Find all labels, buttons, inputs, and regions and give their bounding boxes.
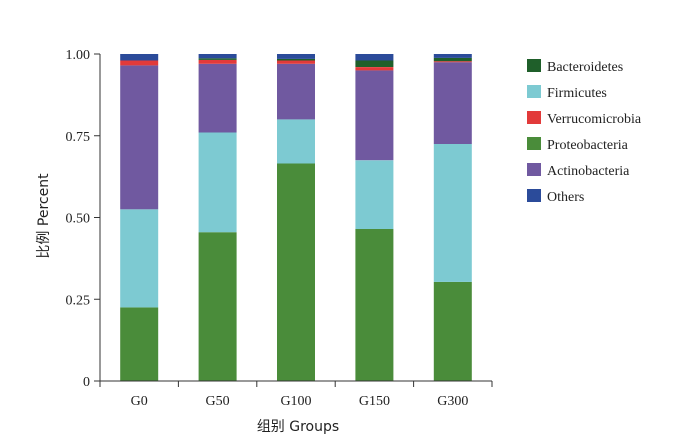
bar-segment-g150-verrucomicrobia [355,67,394,71]
legend-swatch-firmicutes [527,85,541,98]
bar-segment-g0-others [120,54,159,61]
bar-segment-g300-actinobacteria [433,62,472,145]
bar-segment-g100-actinobacteria [277,63,315,120]
bar-segment-g150-proteobacteria [355,228,394,381]
legend-label-firmicutes: Firmicutes [547,86,607,101]
legend-label-others: Others [547,190,584,205]
bar-segment-g0-verrucomicrobia [120,60,159,66]
legend-label-actinobacteria: Actinobacteria [547,164,630,179]
bar-segment-g300-firmicutes [433,143,472,282]
bar-segment-g50-bacteroidetes [198,58,237,60]
legend-label-bacteroidetes: Bacteroidetes [547,60,623,75]
bar-segment-g300-bacteroidetes [433,57,472,62]
x-tick-label: G50 [206,394,230,409]
legend: Bacteroidetes Firmicutes Verrucomicrobia Pr… [527,59,642,205]
bar-segment-g150-others [355,54,394,61]
y-tick-label: 0.25 [66,293,91,308]
bar-segment-g300-proteobacteria [433,281,472,381]
bar-segment-g0-proteobacteria [120,307,159,381]
bar-segment-g100-verrucomicrobia [277,60,315,64]
bar-segment-g50-verrucomicrobia [198,59,237,64]
x-axis-label: 组别 Groups [257,419,339,435]
bar-segment-g100-others [277,54,315,59]
x-tick-label: G150 [359,394,390,409]
bar-segment-g100-proteobacteria [277,163,315,381]
y-axis-label: 比例 Percent [36,173,52,259]
y-tick-label: 0.50 [66,212,91,227]
x-tick-label: G0 [131,394,148,409]
x-tick-label: G100 [280,394,311,409]
axes-group: 0 0.25 0.50 0.75 1.00 G0 G50 G100 G150 G300 [66,48,493,409]
bar-segment-g50-actinobacteria [198,63,237,133]
bar-segment-g50-proteobacteria [198,232,237,381]
legend-swatch-bacteroidetes [527,59,541,72]
legend-swatch-actinobacteria [527,163,541,176]
bar-segment-g50-others [198,54,237,59]
legend-swatch-verrucomicrobia [527,111,541,124]
bar-segment-g100-firmicutes [277,119,315,164]
bar-segment-g150-firmicutes [355,160,394,229]
legend-label-proteobacteria: Proteobacteria [547,138,629,153]
bar-segment-g300-verrucomicrobia [433,61,472,63]
bars-group [120,54,472,381]
y-tick-label: 0 [83,375,90,390]
y-tick-label: 0.75 [66,130,91,145]
legend-swatch-proteobacteria [527,137,541,150]
legend-swatch-others [527,189,541,202]
legend-label-verrucomicrobia: Verrucomicrobia [547,112,642,127]
bar-segment-g150-actinobacteria [355,70,394,161]
bar-segment-g100-bacteroidetes [277,58,315,61]
x-tick-label: G300 [437,394,468,409]
bar-segment-g300-others [433,54,472,58]
bar-segment-g0-actinobacteria [120,65,159,210]
bar-segment-g0-firmicutes [120,209,159,308]
y-tick-label: 1.00 [66,48,91,63]
bar-segment-g50-firmicutes [198,132,237,233]
bar-segment-g150-bacteroidetes [355,60,394,67]
